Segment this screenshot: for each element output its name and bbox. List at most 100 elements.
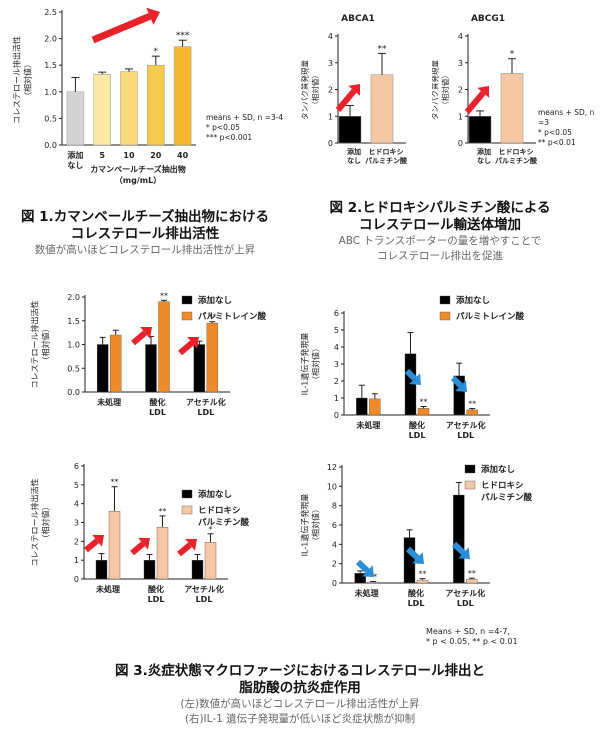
bar (109, 334, 122, 393)
caption-fig3: 図 3.炎症状態マクロファージにおけるコレステロール排出と 脂肪酸の抗炎症作用 … (0, 663, 600, 727)
legend-swatch (439, 311, 451, 321)
y-tick-label: 0.0 (67, 388, 80, 397)
bar (338, 116, 362, 144)
note-line: means + SD, n =3 (538, 108, 595, 127)
significance-label: * (510, 50, 515, 60)
x-tick-label: パルミチン酸 (495, 156, 538, 165)
bar (158, 301, 170, 393)
trend-arrow-shaft (130, 541, 146, 556)
y-tick-label: 6 (332, 521, 337, 530)
bar (466, 409, 478, 416)
legend-swatch (181, 311, 193, 321)
notes-fig1: means + SD, n =3-4 * p<0.05 *** p<0.001 (206, 113, 283, 143)
x-tick-label: LDL (196, 595, 213, 604)
y-tick-label: 8 (332, 502, 337, 511)
y-tick-label: 0 (334, 411, 339, 420)
y-axis-label: （相対値） (310, 505, 320, 545)
y-tick-label: 0.0 (44, 141, 57, 150)
x-axis-label: カマンベールチーズ抽出物 (90, 164, 186, 174)
significance-label: * (154, 47, 159, 57)
note-line: *** p<0.001 (206, 133, 253, 142)
y-axis-label-group: コレステロール排出活性 （相対値） (29, 479, 50, 567)
bar (147, 64, 165, 146)
significance-label: ** (378, 44, 388, 54)
significance-label: ** (160, 291, 168, 300)
y-tick-label: 1.0 (44, 88, 57, 97)
bar (191, 559, 204, 580)
legend-label: 添加なし (198, 295, 232, 306)
bar (416, 579, 429, 584)
notes-fig2: means + SD, n =3 * p<0.05 ** p<0.01 (538, 108, 600, 148)
y-tick-label: 4 (332, 540, 337, 549)
trend-arrow-head (187, 336, 199, 349)
x-tick-label: LDL (149, 408, 166, 417)
y-tick-label: 6 (74, 462, 79, 471)
bar (95, 559, 108, 580)
significance-label: *** (176, 31, 190, 41)
bar (108, 511, 121, 580)
y-tick-label: 5 (334, 326, 339, 335)
y-tick-label: 2.0 (44, 35, 57, 44)
bar (403, 537, 416, 584)
trend-arrow-shaft (178, 340, 195, 356)
bar (96, 344, 109, 393)
legend-label: パルミチン酸 (481, 492, 533, 503)
bar (143, 559, 156, 580)
bar (204, 542, 217, 580)
x-tick-label: パルミチン酸 (365, 156, 408, 165)
caption-title: コレステロール排出活性 (70, 226, 220, 242)
y-tick-label: 12 (327, 463, 337, 472)
x-tick-label: LDL (409, 431, 426, 440)
y-axis-label-group: タンパク質発現量 （相対値） (432, 60, 450, 120)
trend-arrow-head (458, 547, 470, 559)
y-axis-label: コレステロール排出活性 (11, 36, 21, 124)
y-tick-label: 1 (74, 556, 79, 565)
x-tick-label: アセチル化 (445, 588, 485, 598)
significance-label: ** (468, 569, 476, 578)
y-axis-label: タンパク質発現量 (299, 60, 309, 120)
trend-arrow-head (140, 326, 152, 339)
x-tick-label: LDL (457, 599, 474, 608)
notes-fig3: Means + SD, n =4-7, * p < 0.05, ** p < 0… (426, 627, 518, 647)
significance-label: ** (419, 570, 427, 579)
trend-arrow-shaft (177, 542, 193, 557)
x-tick-label: 5 (99, 151, 105, 160)
x-tick-label: LDL (408, 599, 425, 608)
x-tick-label: 酸化 (408, 588, 424, 598)
x-tick-label: なし (477, 156, 491, 165)
y-axis-label: コレステロール排出活性 (29, 301, 39, 389)
bar (206, 322, 219, 393)
y-tick-label: 3 (334, 360, 339, 369)
caption-subtitle: ABC トランスポーターの量を増やすことで (338, 235, 542, 247)
y-tick-label: 2 (328, 86, 333, 95)
caption-title: 図 3.炎症状態マクロファージにおけるコレステロール排出と (115, 663, 485, 679)
y-tick-label: 6 (334, 309, 339, 318)
bar (453, 494, 465, 584)
y-axis-label: （相対値） (310, 71, 320, 109)
y-axis-label: IL-1遺伝子発現量 (300, 333, 309, 396)
trend-arrow-shaft (335, 88, 357, 112)
legend-label: パルミトレイン酸 (456, 311, 525, 322)
trend-arrow-head (412, 552, 424, 564)
x-tick-label: LDL (197, 408, 214, 417)
note-line: * p<0.05 (538, 128, 572, 137)
caption-subtitle: コレステロール排出を促進 (377, 250, 503, 262)
y-tick-label: 10 (327, 482, 337, 491)
legend-label: パルミチン酸 (198, 517, 250, 528)
x-tick-label: LDL (457, 431, 474, 440)
caption-subtitle: (右)IL-1 遺伝子発現量が低いほど炎症状態が抑制 (184, 713, 416, 725)
legend-swatch (181, 505, 193, 515)
bar (356, 397, 368, 416)
y-axis-label: コレステロール排出活性 (29, 479, 39, 567)
bar (120, 71, 138, 146)
y-axis-label: タンパク質発現量 (432, 60, 439, 120)
y-tick-label: 2.5 (44, 8, 57, 17)
y-axis-label-group: タンパク質発現量 （相対値） (299, 60, 320, 120)
x-tick-label: 未処理 (354, 588, 379, 598)
trend-arrow-head (455, 380, 467, 392)
legend-label: 添加なし (456, 295, 490, 306)
legend-label: ヒドロキシ (481, 481, 524, 491)
significance-label: ** (369, 573, 377, 582)
y-tick-label: 5 (74, 481, 79, 490)
